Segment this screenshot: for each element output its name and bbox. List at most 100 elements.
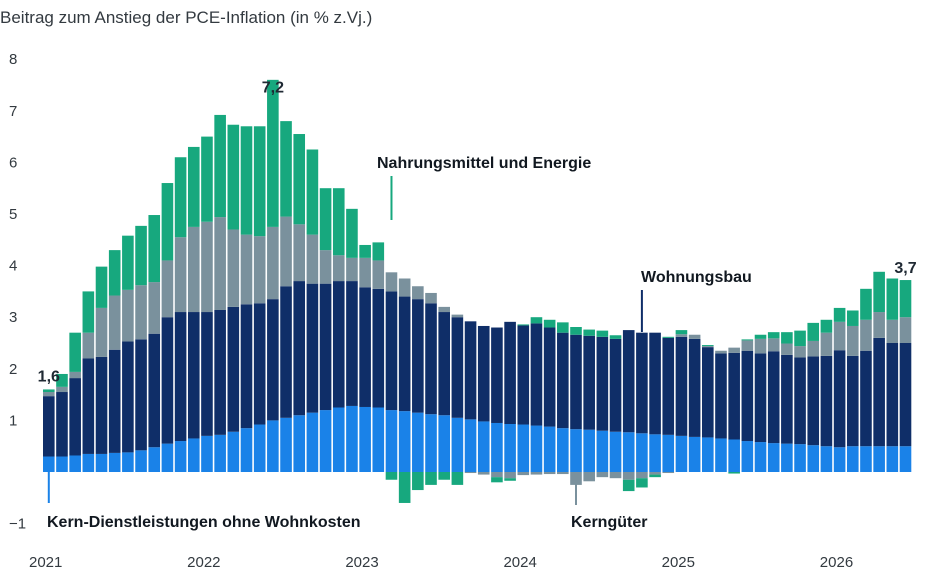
bar-segment-food xyxy=(240,126,253,235)
bar-segment-kern xyxy=(833,447,846,472)
bar-segment-food xyxy=(754,334,767,339)
bar-segment-kerng xyxy=(596,472,609,478)
chart-title: Beitrag zum Anstieg der PCE-Inflation (i… xyxy=(0,8,372,27)
bar-segment-kerng xyxy=(398,278,411,297)
bar-segment-wohn xyxy=(214,309,226,435)
bar-segment-kern xyxy=(332,407,345,472)
bar-segment-wohn xyxy=(636,332,648,434)
bar-segment-kerng xyxy=(873,312,885,338)
bar-segment-food xyxy=(491,477,503,483)
bar-segment-food xyxy=(174,157,187,238)
bar-segment-wohn xyxy=(596,336,609,431)
bar-segment-kern xyxy=(807,445,820,472)
bar-segment-kern xyxy=(267,420,279,472)
bar-segment-kern xyxy=(187,438,200,472)
bar-segment-kern xyxy=(675,435,688,472)
x-tick-label: 2024 xyxy=(503,554,536,570)
bar-segment-kerng xyxy=(108,295,121,350)
bar-segment-food xyxy=(425,472,437,485)
bar-segment-food xyxy=(596,330,609,337)
bar-segment-kerng xyxy=(148,282,161,334)
bar-segment-wohn xyxy=(148,333,161,448)
bar-segment-kern xyxy=(253,424,266,472)
bar-segment-kern xyxy=(425,414,437,472)
bar-segment-food xyxy=(201,136,213,222)
bar-segment-wohn xyxy=(227,306,240,432)
bar-segment-kern xyxy=(464,419,477,472)
bar-segment-wohn xyxy=(570,334,582,430)
bar-segment-wohn xyxy=(201,312,213,436)
bar-segment-food xyxy=(187,146,200,227)
bar-segment-wohn xyxy=(385,291,398,411)
bar-segment-kern xyxy=(346,405,358,472)
bar-segment-wohn xyxy=(675,336,688,436)
bar-segment-food xyxy=(741,339,754,341)
bar-segment-food xyxy=(108,250,121,296)
bar-segment-kern xyxy=(372,407,385,472)
bar-segment-food xyxy=(161,183,174,261)
bar-segment-wohn xyxy=(438,312,450,416)
bar-segment-wohn xyxy=(530,323,543,426)
bar-segment-kerng xyxy=(187,226,200,313)
bar-segment-kerng xyxy=(267,226,279,300)
annotations: Nahrungsmittel und Energie Wohnungsbau Ker… xyxy=(38,79,917,531)
bar-segment-wohn xyxy=(477,325,490,422)
bar-segment-kerng xyxy=(319,250,332,284)
value-annotation: 1,6 xyxy=(38,368,60,385)
bar-segment-food xyxy=(833,307,846,322)
bar-segment-wohn xyxy=(43,396,55,457)
bar-segment-wohn xyxy=(56,392,68,457)
bar-segment-food xyxy=(267,79,279,227)
bar-segment-wohn xyxy=(280,286,292,418)
bar-segment-kerng xyxy=(122,289,134,342)
bar-segment-food xyxy=(319,188,332,251)
bar-segment-kern xyxy=(227,431,240,472)
bar-segment-kerng xyxy=(385,272,398,292)
bar-segment-wohn xyxy=(781,354,793,444)
bar-segment-kerng xyxy=(728,347,740,353)
bar-segment-kerng xyxy=(201,221,213,313)
bar-segment-kern xyxy=(530,425,543,472)
y-tick-label: 8 xyxy=(9,51,17,68)
bar-segment-food xyxy=(886,278,899,320)
bar-segment-food xyxy=(227,124,240,230)
bar-segment-kerng xyxy=(794,346,806,358)
bar-segment-food xyxy=(398,472,411,503)
bar-segment-wohn xyxy=(504,321,516,425)
bar-segment-wohn xyxy=(557,332,569,429)
bar-segment-food xyxy=(135,225,147,286)
bar-segment-food xyxy=(899,280,912,318)
bar-segment-food xyxy=(451,472,464,485)
bar-segment-wohn xyxy=(715,353,727,439)
bar-segment-wohn xyxy=(464,321,477,420)
bar-segment-kerng xyxy=(253,236,266,304)
callout-label-food: Nahrungsmittel und Energie xyxy=(377,155,591,172)
bar-segment-kern xyxy=(596,430,609,472)
bar-segment-food xyxy=(517,324,530,326)
bar-segment-kern xyxy=(517,424,530,472)
bar-segment-kern xyxy=(135,450,147,472)
bar-segment-kern xyxy=(728,439,740,472)
bar-segment-kern xyxy=(820,446,833,472)
bar-segment-kern xyxy=(148,447,161,472)
bar-segment-kerng xyxy=(702,346,714,348)
bar-segment-kern xyxy=(69,455,81,472)
bar-segment-food xyxy=(148,215,161,283)
bar-segment-wohn xyxy=(346,281,358,406)
bar-segment-kerng xyxy=(886,319,899,343)
bar-segment-kern xyxy=(846,446,859,472)
bar-segment-kern xyxy=(398,411,411,472)
bar-segment-kern xyxy=(741,441,754,472)
y-tick-label: −1 xyxy=(9,516,26,533)
bar-segment-kern xyxy=(622,432,635,472)
bar-segment-kerng xyxy=(82,332,95,359)
bar-segment-food xyxy=(293,134,306,225)
bar-segment-kerng xyxy=(464,472,477,474)
bar-segment-kerng xyxy=(504,472,516,479)
bar-segment-kerng xyxy=(899,317,912,343)
bar-segment-wohn xyxy=(108,349,121,453)
bar-segment-kerng xyxy=(69,371,81,379)
bar-segment-kern xyxy=(688,436,701,472)
bar-segment-kern xyxy=(754,442,767,472)
bar-segment-food xyxy=(662,336,675,338)
